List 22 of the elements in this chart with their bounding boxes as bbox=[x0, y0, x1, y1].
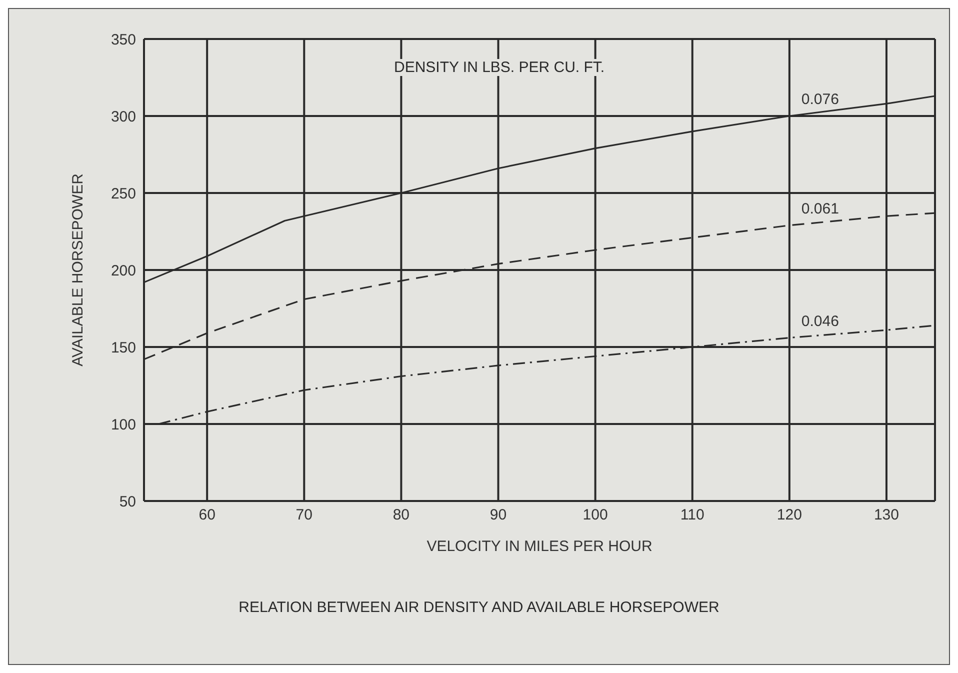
y-tick-label: 100 bbox=[110, 416, 136, 434]
x-tick-label: 70 bbox=[296, 506, 312, 524]
text: RELATION BETWEEN AIR DENSITY AND AVAILABLE HORSEPOWER bbox=[238, 599, 720, 616]
y-tick-label: 200 bbox=[110, 262, 136, 280]
x-tick-label: 110 bbox=[680, 506, 704, 524]
series-label: 0.046 bbox=[801, 312, 839, 330]
y-tick-label: 350 bbox=[110, 31, 136, 48]
y-tick-label: 250 bbox=[110, 185, 136, 202]
y-tick-label: 150 bbox=[110, 339, 136, 356]
series-label: 0.076 bbox=[801, 91, 839, 108]
x-tick-label: 100 bbox=[582, 506, 608, 524]
annotation: DENSITY IN LBS. PER CU. FT. bbox=[394, 59, 605, 76]
y-tick-label: 50 bbox=[119, 493, 136, 510]
x-tick-label: 90 bbox=[490, 506, 507, 524]
y-tick-label: 300 bbox=[110, 108, 136, 126]
series-label: 0.061 bbox=[801, 200, 839, 218]
x-axis-title: VELOCITY IN MILES PER HOUR bbox=[426, 538, 652, 555]
x-tick-label: 120 bbox=[776, 506, 802, 524]
y-axis-title: AVAILABLE HORSEPOWER bbox=[69, 173, 86, 366]
x-tick-label: 130 bbox=[874, 506, 899, 524]
x-tick-label: 60 bbox=[198, 506, 216, 524]
x-tick-label: 80 bbox=[392, 506, 410, 524]
